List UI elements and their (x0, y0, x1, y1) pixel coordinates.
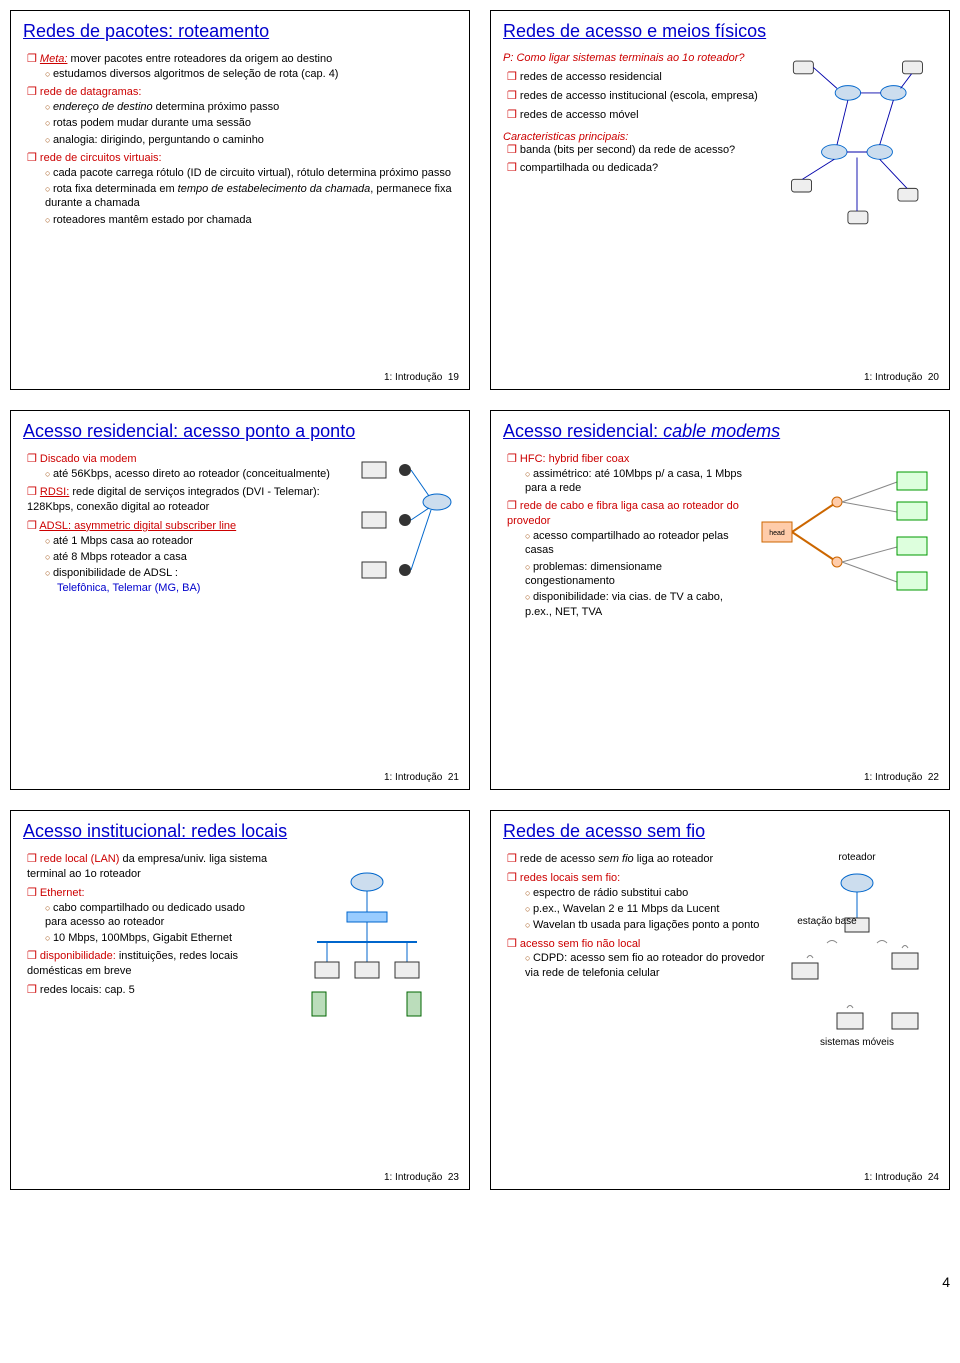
bullet: banda (bits per second) da rede de acess… (507, 143, 769, 158)
bullet-list: rede local (LAN) da empresa/univ. liga s… (23, 852, 269, 998)
slide-22: Acesso residencial: cable modems HFC: hy… (490, 410, 950, 790)
bullet-list: Meta: mover pacotes entre roteadores da … (23, 52, 457, 227)
bullet: compartilhada ou dedicada? (507, 161, 769, 176)
slide-footer: 1: Introdução 20 (864, 372, 939, 383)
sub-bullet: p.ex., Wavelan 2 e 11 Mbps da Lucent (525, 902, 769, 916)
sub-bullet: espectro de rádio substitui cabo (525, 886, 769, 900)
bullet: RDSI: rede digital de serviços integrado… (27, 485, 349, 515)
sub-bullet: até 1 Mbps casa ao roteador (45, 534, 349, 548)
bullet: redes de accesso móvel (507, 108, 769, 123)
bullet: redes de accesso institucional (escola, … (507, 89, 769, 104)
bullet: redes locais: cap. 5 (27, 983, 269, 998)
sub-bullet: 10 Mbps, 100Mbps, Gigabit Ethernet (45, 931, 269, 945)
sub-bullet: acesso compartilhado ao roteador pelas c… (525, 529, 749, 558)
sub-bullet: estudamos diversos algoritmos de seleção… (45, 67, 457, 81)
sub-bullet: analogia: dirigindo, perguntando o camin… (45, 133, 457, 147)
slide-title: Redes de acesso e meios físicos (503, 21, 937, 42)
bullet: rede de acesso sem fio liga ao roteador (507, 852, 769, 867)
lan-diagram (277, 852, 457, 1032)
sub-bullet: problemas: dimensioname congestionamento (525, 560, 749, 589)
slide-24: Redes de acesso sem fio rede de acesso s… (490, 810, 950, 1190)
bullet-list: banda (bits per second) da rede de acess… (503, 143, 769, 177)
sub-bullet: rotas podem mudar durante uma sessão (45, 116, 457, 130)
bullet: rede local (LAN) da empresa/univ. liga s… (27, 852, 269, 882)
bullet: rede de cabo e fibra liga casa ao rotead… (507, 499, 749, 618)
sub-bullet: assimétrico: até 10Mbps p/ a casa, 1 Mbp… (525, 467, 749, 496)
hfc-diagram: head (757, 452, 937, 632)
slide-20: Redes de acesso e meios físicos P: Como … (490, 10, 950, 390)
slide-title: Acesso residencial: cable modems (503, 421, 937, 442)
bullet-list: Discado via modem até 56Kbps, acesso dir… (23, 452, 349, 595)
sub-bullet: até 56Kbps, acesso direto ao roteador (c… (45, 467, 349, 481)
sub-bullet: endereço de destino determina próximo pa… (45, 100, 457, 114)
slide-footer: 1: Introdução 19 (384, 372, 459, 383)
slide-title: Acesso residencial: acesso ponto a ponto (23, 421, 457, 442)
bullet-list: redes de accesso residencial redes de ac… (503, 70, 769, 123)
slide-19: Redes de pacotes: roteamento Meta: mover… (10, 10, 470, 390)
svg-text:head: head (769, 530, 785, 537)
modem-diagram (357, 452, 457, 612)
sub-bullet: disponibilidade de ADSL :Telefônica, Tel… (45, 566, 349, 595)
bullet: redes de accesso residencial (507, 70, 769, 85)
sub-bullet: CDPD: acesso sem fio ao roteador do prov… (525, 951, 769, 980)
bullet-list: HFC: hybrid fiber coax assimétrico: até … (503, 452, 749, 619)
sub-bullet: até 8 Mbps roteador a casa (45, 550, 349, 564)
bullet: Meta: mover pacotes entre roteadores da … (27, 52, 457, 81)
question-text: P: Como ligar sistemas terminais ao 1o r… (503, 52, 769, 64)
slide-footer: 1: Introdução 23 (384, 1172, 459, 1183)
bullet: acesso sem fio não local CDPD: acesso se… (507, 937, 769, 980)
slide-title: Redes de pacotes: roteamento (23, 21, 457, 42)
bullet: ADSL: asymmetric digital subscriber line… (27, 519, 349, 595)
bullet: Discado via modem até 56Kbps, acesso dir… (27, 452, 349, 481)
wireless-diagram (777, 863, 937, 1063)
sub-bullet: rota fixa determinada em tempo de estabe… (45, 182, 457, 211)
slide-title: Acesso institucional: redes locais (23, 821, 457, 842)
sub-bullet: disponibilidade: via cias. de TV a cabo,… (525, 590, 749, 619)
bullet: disponibilidade: instituições, redes loc… (27, 949, 269, 979)
slide-footer: 1: Introdução 21 (384, 772, 459, 783)
slide-23: Acesso institucional: redes locais rede … (10, 810, 470, 1190)
slide-21: Acesso residencial: acesso ponto a ponto… (10, 410, 470, 790)
network-diagram (777, 52, 937, 252)
bullet: rede de datagramas: endereço de destino … (27, 85, 457, 147)
page-number: 4 (942, 1274, 950, 1290)
sub-bullet: cada pacote carrega rótulo (ID de circui… (45, 166, 457, 180)
sub-bullet: cabo compartilhado ou dedicado usado par… (45, 901, 269, 930)
bullet: Ethernet: cabo compartilhado ou dedicado… (27, 886, 269, 946)
sub-bullet: roteadores mantêm estado por chamada (45, 213, 457, 227)
bullet: HFC: hybrid fiber coax assimétrico: até … (507, 452, 749, 495)
slide-footer: 1: Introdução 22 (864, 772, 939, 783)
bullet: rede de circuitos virtuais: cada pacote … (27, 151, 457, 227)
router-label: roteador (777, 852, 937, 863)
subheading: Caracteristicas principais: (503, 131, 769, 143)
slide-title: Redes de acesso sem fio (503, 821, 937, 842)
slide-footer: 1: Introdução 24 (864, 1172, 939, 1183)
